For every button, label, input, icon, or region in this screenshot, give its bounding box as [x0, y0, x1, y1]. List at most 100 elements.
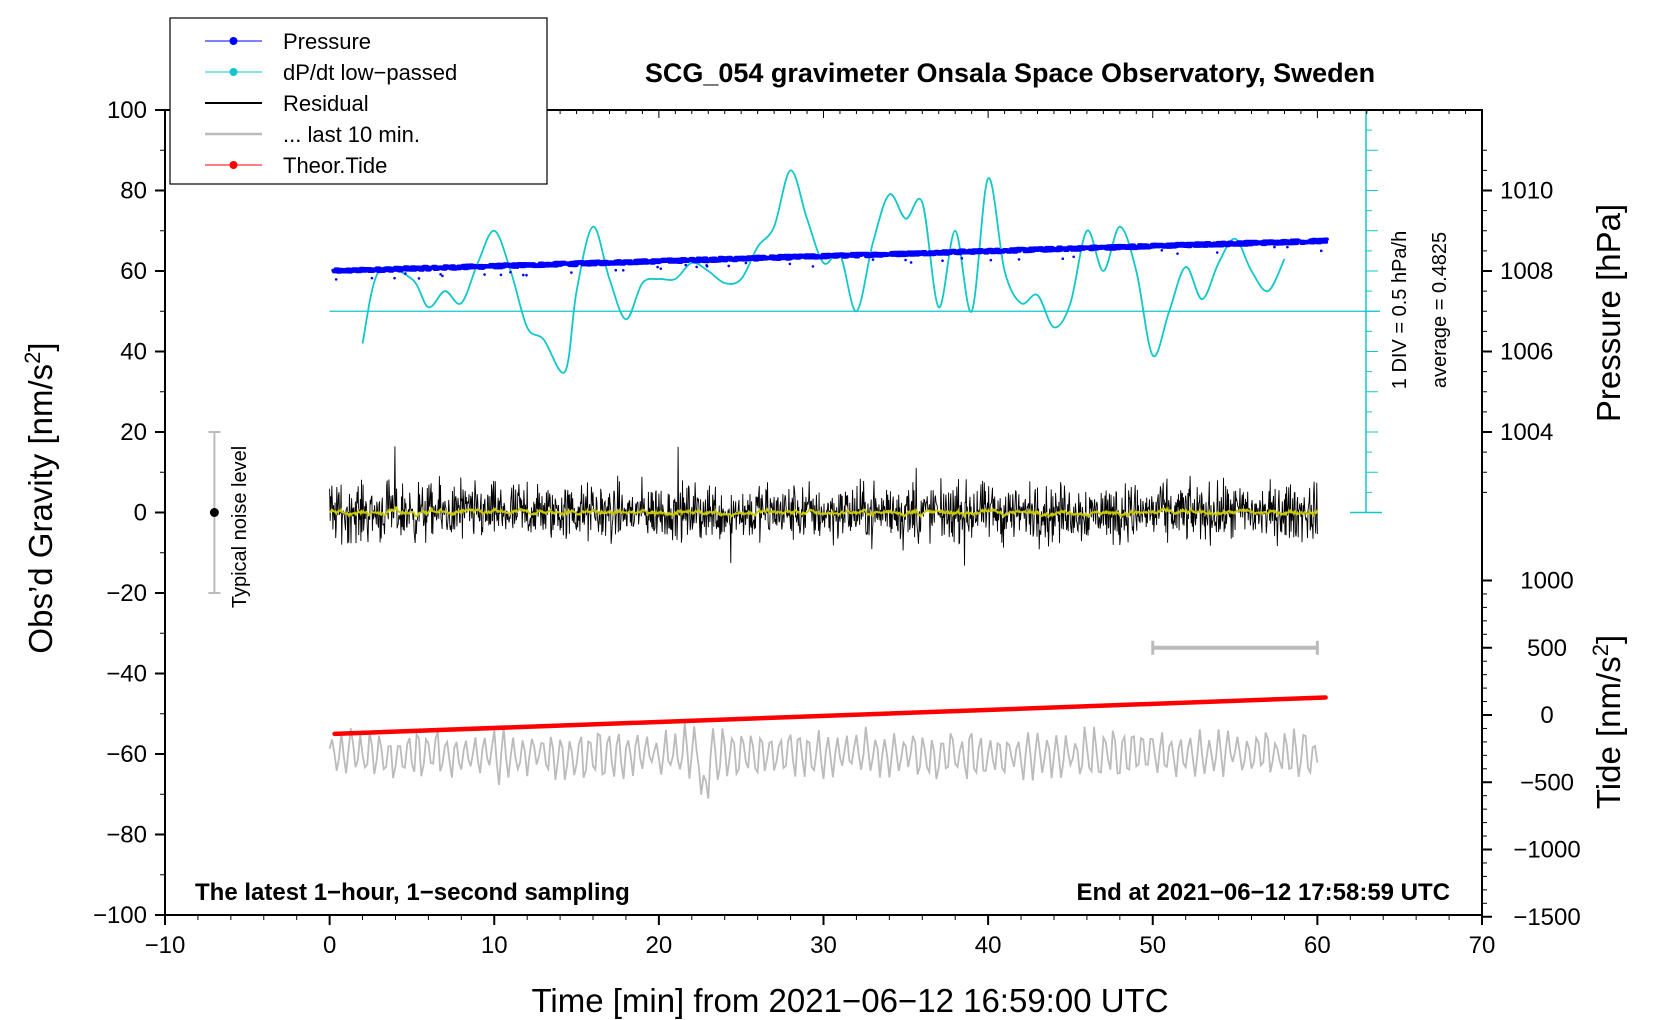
y-tick-label: 80: [120, 178, 147, 205]
x-tick-label: 10: [481, 932, 508, 959]
residual-series: [328, 446, 1319, 566]
legend-marker: [229, 68, 238, 76]
y-tick-label: 0: [134, 500, 147, 527]
pressure-outlier: [1176, 252, 1179, 256]
end-time-note: End at 2021−06−12 17:58:59 UTC: [1076, 879, 1450, 906]
pressure-outlier: [404, 272, 407, 275]
pressure-outlier: [417, 277, 421, 280]
x-tick-label: 30: [810, 932, 837, 959]
tide-tick-label: 0: [1540, 702, 1553, 729]
pressure-outlier: [499, 273, 503, 277]
tide-line: [332, 695, 1328, 737]
y-tick-label: −100: [93, 902, 147, 929]
x-tick-label: −10: [145, 932, 186, 959]
legend-marker: [229, 37, 238, 45]
legend-label: Theor.Tide: [283, 153, 387, 178]
pressure-outlier: [871, 258, 875, 261]
legend-label: dP/dt low−passed: [283, 60, 457, 85]
pressure-tick-label: 1006: [1500, 339, 1553, 366]
pressure-outlier: [439, 273, 442, 276]
pressure-outlier: [989, 258, 993, 262]
tide-tick-label: 500: [1527, 635, 1567, 662]
pressure-tick-label: 1008: [1500, 258, 1553, 285]
dpdt-scale-label: 1 DIV = 0.5 hPa/h: [1389, 231, 1411, 389]
residual-smoothed-line: [328, 505, 1319, 520]
sampling-note: The latest 1−hour, 1−second sampling: [195, 879, 630, 906]
y-tick-label: 20: [120, 419, 147, 446]
pressure-outlier: [684, 263, 688, 267]
pressure-outlier: [659, 267, 663, 270]
noise-level-label: Typical noise level: [229, 446, 251, 608]
residual-line: [329, 446, 1318, 566]
legend-item: ... last 10 min.: [205, 122, 420, 147]
pressure-outlier: [656, 265, 659, 269]
pressure-outlier: [334, 278, 338, 281]
legend-item: Theor.Tide: [205, 153, 387, 178]
pressure-outlier: [1061, 257, 1065, 261]
tide-axis-label: Tide [nm/s2]: [1588, 635, 1627, 809]
pressure-axis-label: Pressure [hPa]: [1590, 204, 1627, 422]
tide-series: [332, 695, 1328, 737]
tide-tick-label: −500: [1520, 769, 1574, 796]
pressure-outlier: [811, 265, 815, 268]
pressure-outlier: [570, 271, 573, 274]
pressure-outlier: [370, 276, 374, 280]
pressure-outlier: [727, 264, 731, 268]
x-tick-label: 60: [1304, 932, 1331, 959]
x-tick-label: 0: [323, 932, 336, 959]
pressure-outlier: [621, 268, 625, 272]
pressure-outlier: [1160, 249, 1164, 252]
last-10-min-line: [328, 722, 1319, 799]
dpdt-curve: [361, 169, 1286, 374]
y-tick-label: −60: [106, 741, 147, 768]
pressure-outlier: [788, 262, 792, 266]
pressure-outlier: [909, 261, 913, 264]
pressure-tick-label: 1004: [1500, 419, 1553, 446]
y-tick-label: −80: [106, 822, 147, 849]
legend-box: [169, 17, 548, 185]
y-tick-label: −40: [106, 661, 147, 688]
pressure-outlier: [904, 258, 907, 262]
pressure-outlier: [705, 264, 709, 268]
legend-label: Residual: [283, 91, 369, 116]
legend-item: Pressure: [205, 29, 371, 54]
y-tick-label: 100: [107, 97, 147, 124]
last-10-min-series: [328, 722, 1319, 799]
x-tick-label: 50: [1139, 932, 1166, 959]
pressure-outlier: [1072, 255, 1075, 259]
chart-title: SCG_054 gravimeter Onsala Space Observat…: [645, 58, 1375, 88]
pressure-outlier: [941, 259, 944, 262]
legend-marker: [229, 161, 238, 169]
pressure-tick-label: 1010: [1500, 178, 1553, 205]
y-axis-label-left: Obs’d Gravity [nm/s2]: [20, 342, 59, 653]
pressure-outlier: [1319, 249, 1323, 253]
y-tick-label: 60: [120, 258, 147, 285]
tide-tick-label: −1000: [1513, 837, 1580, 864]
pressure-outlier: [525, 273, 528, 277]
pressure-outlier: [509, 270, 512, 274]
y-tick-label: −20: [106, 580, 147, 607]
pressure-outlier: [695, 265, 698, 269]
pressure-outlier: [521, 273, 525, 277]
x-tick-label: 40: [975, 932, 1002, 959]
x-axis-label: Time [min] from 2021−06−12 16:59:00 UTC: [531, 982, 1168, 1019]
x-tick-label: 70: [1469, 932, 1496, 959]
pressure-outlier: [483, 273, 486, 276]
pressure-outlier: [441, 274, 444, 278]
pressure-outlier: [1273, 245, 1276, 249]
tide-tick-label: 1000: [1520, 568, 1573, 595]
pressure-points: [331, 237, 1329, 274]
chart-annotations: [208, 109, 1382, 655]
legend-label: ... last 10 min.: [283, 122, 420, 147]
legend-item: dP/dt low−passed: [205, 60, 457, 85]
legend-item: Residual: [205, 91, 369, 116]
x-tick-label: 20: [646, 932, 673, 959]
axis-ticks: −10 0 10 20 30 40 50 60 70−100−80−60−40−20020406…: [93, 97, 1581, 959]
pressure-outlier: [744, 261, 748, 265]
pressure-series: [331, 237, 1329, 281]
pressure-outlier: [1286, 245, 1289, 249]
pressure-outlier: [1215, 251, 1219, 254]
legend: Pressure dP/dt low−passed Residual ... last…: [169, 17, 548, 185]
pressure-outlier: [614, 268, 618, 272]
